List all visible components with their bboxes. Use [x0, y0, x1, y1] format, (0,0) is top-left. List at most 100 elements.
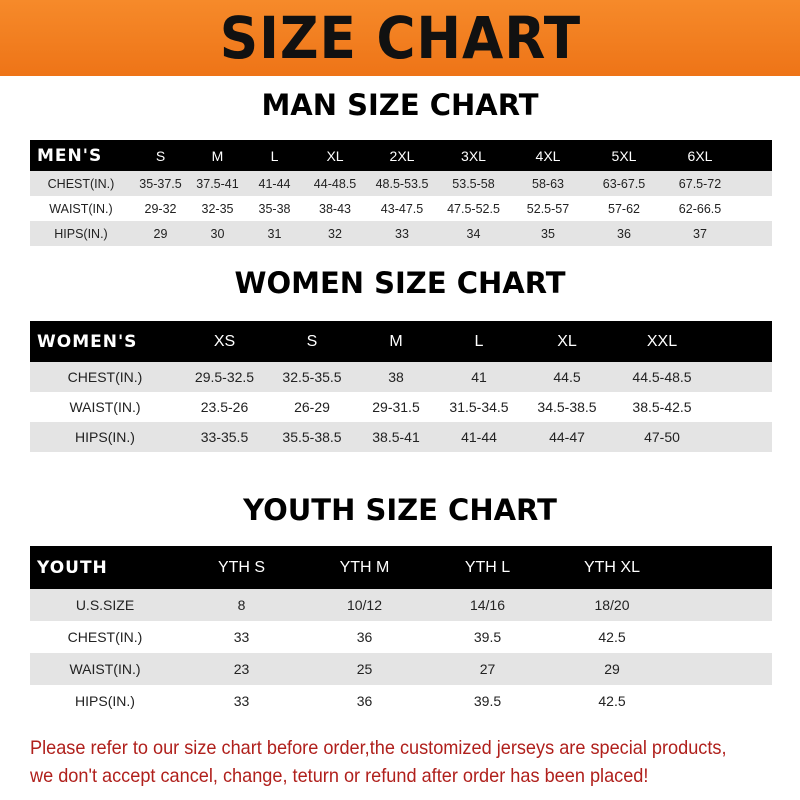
table-cell: 14/16 — [469, 597, 506, 613]
table-row: CHEST(IN.) 33 36 39.5 42.5 — [30, 621, 772, 653]
size-header-cell: S — [306, 332, 318, 350]
table-cell: 43-47.5 — [380, 201, 424, 216]
table-cell: 36 — [617, 226, 631, 241]
youth-heading: YOUTH SIZE CHART — [243, 493, 557, 527]
table-row: CHEST(IN.) 35-37.5 37.5-41 41-44 44-48.5 48.5… — [30, 171, 772, 196]
table-row: WAIST(IN.) 23 25 27 29 — [30, 653, 772, 685]
size-header-cell: YTH S — [217, 558, 266, 576]
table-cell: 62-66.5 — [678, 201, 722, 216]
table-cell: 41-44 — [461, 429, 497, 445]
table-cell: 32-35 — [201, 201, 234, 216]
size-header-cell: XL — [557, 332, 577, 350]
table-cell: 35 — [541, 226, 555, 241]
table-cell: 63-67.5 — [602, 176, 646, 191]
row-label: CHEST(IN.) — [67, 629, 143, 645]
table-cell: 29.5-32.5 — [194, 369, 255, 385]
table-cell: 8 — [237, 597, 246, 613]
table-cell: 44.5 — [553, 369, 581, 385]
table-cell: 33 — [233, 693, 250, 709]
row-label: HIPS(IN.) — [54, 226, 108, 241]
table-cell: 44-48.5 — [313, 176, 357, 191]
table-cell: 33-35.5 — [200, 429, 249, 445]
row-label: CHEST(IN.) — [47, 176, 115, 191]
table-cell: 52.5-57 — [526, 201, 570, 216]
table-cell: 36 — [356, 693, 373, 709]
table-cell: 36 — [356, 629, 373, 645]
table-cell: 29 — [604, 661, 620, 677]
size-header-cell: M — [389, 332, 403, 350]
table-cell: 53.5-58 — [452, 176, 495, 191]
table-cell: 29-32 — [144, 201, 177, 216]
table-row: HIPS(IN.) 33 36 39.5 42.5 — [30, 685, 772, 717]
table-cell: 33 — [395, 226, 409, 241]
table-row: HIPS(IN.) 33-35.5 35.5-38.5 38.5-41 41-44 44-… — [30, 422, 772, 452]
table-cell: 32 — [328, 226, 342, 241]
table-cell: 10/12 — [346, 597, 383, 613]
table-cell: 25 — [356, 661, 373, 677]
table-cell: 31.5-34.5 — [449, 399, 509, 415]
row-label: HIPS(IN.) — [75, 693, 135, 709]
notice-line-1: Please refer to our size chart before or… — [30, 737, 727, 759]
table-cell: 42.5 — [598, 629, 626, 645]
size-header-cell: 2XL — [389, 147, 415, 164]
table-cell: 34.5-38.5 — [537, 399, 597, 415]
youth-size-table: YOUTH YTH S YTH M YTH L YTH XL U.S.SIZE 8 10/12… — [30, 546, 772, 717]
table-header-row: YOUTH YTH S YTH M YTH L YTH XL — [30, 546, 772, 589]
women-heading: WOMEN SIZE CHART — [234, 266, 566, 300]
table-cell: 38 — [388, 369, 404, 385]
table-cell: 30 — [210, 226, 225, 241]
size-header-cell: S — [155, 147, 166, 164]
table-cell: 47-50 — [644, 429, 680, 445]
table-cell: 42.5 — [598, 693, 626, 709]
table-cell: 18/20 — [594, 597, 630, 613]
men-heading: MAN SIZE CHART — [261, 88, 539, 122]
size-header-cell: XXL — [646, 332, 678, 350]
table-cell: 31 — [267, 226, 282, 241]
size-header-cell: YTH XL — [583, 558, 640, 576]
row-label: WAIST(IN.) — [69, 399, 141, 415]
table-cell: 34 — [466, 226, 481, 241]
table-cell: 41-44 — [258, 176, 291, 191]
table-cell: 44-47 — [549, 429, 585, 445]
table-row: CHEST(IN.) 29.5-32.5 32.5-35.5 38 41 44.5 44.5… — [30, 362, 772, 392]
table-header-row: MEN'S S M L XL 2XL 3XL 4XL 5XL 6XL — [30, 140, 772, 171]
table-cell: 41 — [471, 369, 487, 385]
table-cell: 33 — [233, 629, 250, 645]
men-size-table: MEN'S S M L XL 2XL 3XL 4XL 5XL 6XL CHEST(IN.) 35-37… — [30, 140, 772, 246]
size-header-cell: 4XL — [535, 147, 561, 164]
table-cell: 39.5 — [473, 693, 502, 709]
table-cell: 29 — [153, 226, 168, 241]
table-cell: 39.5 — [473, 629, 502, 645]
size-header-cell: M — [211, 147, 224, 164]
table-cell: 27 — [479, 661, 496, 677]
size-header-cell: L — [474, 332, 484, 350]
table-cell: 32.5-35.5 — [282, 369, 342, 385]
size-header-cell: XS — [213, 332, 236, 350]
table-cell: 44.5-48.5 — [632, 369, 692, 385]
size-header-cell: 6XL — [687, 147, 713, 164]
table-cell: 23 — [233, 661, 250, 677]
table-cell: 37.5-41 — [196, 176, 239, 191]
table-title-cell: WOMEN'S — [37, 331, 138, 352]
table-cell: 67.5-72 — [678, 176, 722, 191]
table-cell: 35.5-38.5 — [282, 429, 342, 445]
row-label: WAIST(IN.) — [49, 201, 113, 216]
table-row: WAIST(IN.) 29-32 32-35 35-38 38-43 43-47.5 47.… — [30, 196, 772, 221]
table-title-cell: YOUTH — [37, 557, 108, 578]
banner-title: SIZE CHART — [219, 4, 581, 72]
table-cell: 57-62 — [608, 201, 640, 216]
table-cell: 23.5-26 — [200, 399, 249, 415]
size-header-cell: YTH M — [339, 558, 390, 576]
table-cell: 35-38 — [258, 201, 291, 216]
table-row: U.S.SIZE 8 10/12 14/16 18/20 — [30, 589, 772, 621]
table-cell: 37 — [693, 226, 707, 241]
row-label: WAIST(IN.) — [69, 661, 141, 677]
table-cell: 58-63 — [532, 176, 564, 191]
notice-line-2: we don't accept cancel, change, teturn o… — [30, 765, 649, 787]
table-title-cell: MEN'S — [37, 145, 103, 166]
order-notice: Please refer to our size chart before or… — [30, 734, 737, 790]
banner: SIZE CHART — [0, 0, 800, 76]
row-label: U.S.SIZE — [75, 597, 135, 613]
table-row: HIPS(IN.) 29 30 31 32 33 34 35 36 37 — [30, 221, 772, 246]
table-cell: 38.5-42.5 — [632, 399, 692, 415]
